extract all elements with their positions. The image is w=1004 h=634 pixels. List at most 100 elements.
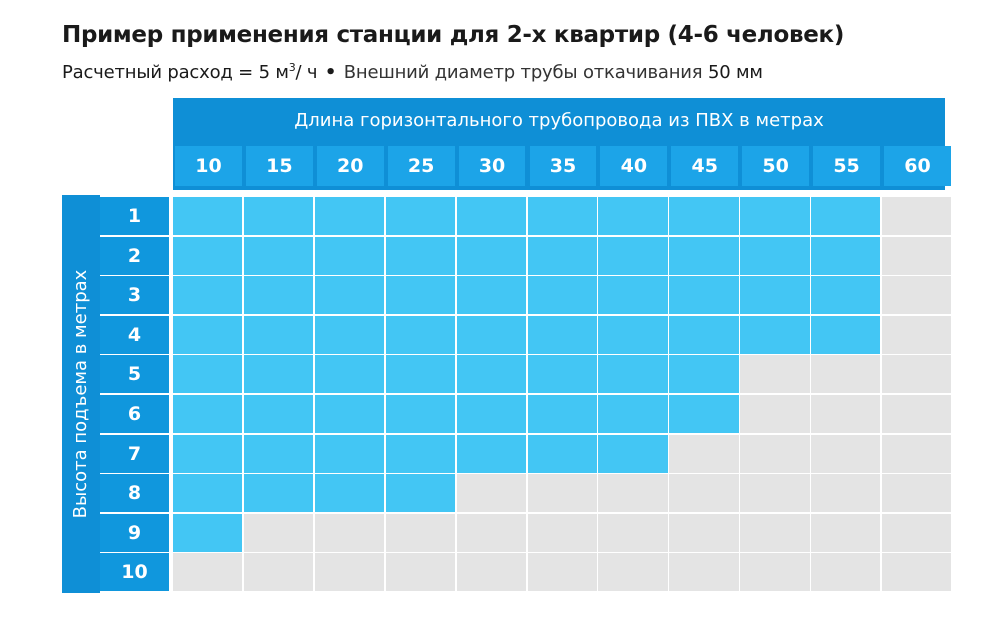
cell-allowed bbox=[314, 276, 385, 315]
cell-allowed bbox=[314, 434, 385, 473]
cell-not-allowed bbox=[527, 553, 597, 592]
flow-label: Расчетный расход = 5 м bbox=[62, 62, 289, 83]
cell-not-allowed bbox=[669, 553, 739, 592]
cell-allowed bbox=[527, 315, 597, 354]
column-label: 25 bbox=[407, 155, 435, 177]
cell-allowed bbox=[173, 434, 243, 473]
column-label: 60 bbox=[904, 155, 931, 177]
cell-allowed bbox=[456, 434, 526, 473]
cell-allowed bbox=[173, 474, 243, 513]
cell-not-allowed bbox=[456, 553, 526, 592]
cell-allowed bbox=[385, 236, 456, 275]
cell-allowed bbox=[243, 276, 314, 315]
cell-not-allowed bbox=[740, 434, 810, 473]
column-label: 15 bbox=[266, 155, 293, 177]
cell-allowed bbox=[811, 197, 881, 236]
cell-allowed bbox=[243, 474, 314, 513]
flow-unit: / ч bbox=[295, 62, 318, 83]
column-header-cell bbox=[742, 146, 810, 186]
cell-allowed bbox=[173, 236, 243, 275]
column-header-cell bbox=[175, 146, 242, 186]
cell-not-allowed bbox=[314, 513, 385, 552]
column-label: 20 bbox=[337, 155, 364, 177]
row-label: 10 bbox=[100, 553, 169, 592]
cell-not-allowed bbox=[385, 513, 456, 552]
cell-allowed bbox=[598, 395, 668, 434]
column-label: 10 bbox=[195, 155, 222, 177]
cell-allowed bbox=[314, 395, 385, 434]
cell-allowed bbox=[527, 276, 597, 315]
row-label: 5 bbox=[100, 355, 169, 394]
cell-not-allowed bbox=[314, 553, 385, 592]
cell-not-allowed bbox=[243, 513, 314, 552]
cell-allowed bbox=[740, 315, 810, 354]
row-label: 6 bbox=[100, 395, 169, 434]
cell-allowed bbox=[669, 315, 739, 354]
cell-allowed bbox=[740, 236, 810, 275]
row-label: 7 bbox=[100, 434, 169, 473]
cell-allowed bbox=[385, 315, 456, 354]
row-label: 8 bbox=[100, 474, 169, 513]
cell-not-allowed bbox=[598, 553, 668, 592]
cell-not-allowed bbox=[669, 513, 739, 552]
diameter-label: Внешний диаметр трубы откачивания bbox=[343, 62, 703, 83]
cell-not-allowed bbox=[811, 474, 881, 513]
cell-allowed bbox=[314, 474, 385, 513]
cell-allowed bbox=[385, 355, 456, 394]
cell-not-allowed bbox=[740, 395, 810, 434]
cell-allowed bbox=[385, 197, 456, 236]
cell-allowed bbox=[740, 197, 810, 236]
column-label: 50 bbox=[762, 155, 789, 177]
cell-not-allowed bbox=[882, 236, 952, 275]
cell-allowed bbox=[243, 395, 314, 434]
column-label: 40 bbox=[620, 155, 648, 177]
cell-allowed bbox=[669, 236, 739, 275]
cell-allowed bbox=[598, 276, 668, 315]
cell-allowed bbox=[314, 197, 385, 236]
cell-allowed bbox=[598, 315, 668, 354]
cell-allowed bbox=[527, 355, 597, 394]
column-header-cell bbox=[600, 146, 668, 186]
cell-allowed bbox=[243, 355, 314, 394]
cell-allowed bbox=[385, 474, 456, 513]
row-label: 3 bbox=[100, 276, 169, 315]
cell-allowed bbox=[598, 236, 668, 275]
cell-allowed bbox=[811, 315, 881, 354]
cell-not-allowed bbox=[456, 474, 526, 513]
x-axis-title: Длина горизонтального трубопровода из ПВ… bbox=[173, 98, 945, 142]
column-label: 30 bbox=[478, 155, 506, 177]
column-label: 35 bbox=[549, 155, 577, 177]
cell-allowed bbox=[243, 197, 314, 236]
cell-not-allowed bbox=[385, 553, 456, 592]
cell-allowed bbox=[811, 236, 881, 275]
cell-not-allowed bbox=[173, 553, 243, 592]
cell-allowed bbox=[314, 355, 385, 394]
row-label: 4 bbox=[100, 315, 169, 354]
cell-allowed bbox=[173, 355, 243, 394]
cell-allowed bbox=[243, 236, 314, 275]
column-header-cell bbox=[387, 146, 455, 186]
cell-allowed bbox=[527, 236, 597, 275]
cell-allowed bbox=[456, 315, 526, 354]
flow-superscript: 3 bbox=[288, 61, 296, 74]
subtitle: Расчетный расход = 5 м3/ ч • Внешний диа… bbox=[62, 61, 763, 83]
row-label: 1 bbox=[100, 197, 169, 236]
cell-not-allowed bbox=[740, 513, 810, 552]
cell-allowed bbox=[669, 276, 739, 315]
cell-not-allowed bbox=[882, 553, 952, 592]
cell-not-allowed bbox=[811, 513, 881, 552]
cell-not-allowed bbox=[740, 474, 810, 513]
cell-not-allowed bbox=[882, 513, 952, 552]
cell-allowed bbox=[669, 355, 739, 394]
cell-not-allowed bbox=[882, 276, 952, 315]
cell-allowed bbox=[527, 197, 597, 236]
column-header-cell bbox=[529, 146, 597, 186]
column-header-row: 10 15 20 25 30 35 40 45 50 55 60 bbox=[173, 142, 951, 190]
cell-allowed bbox=[385, 276, 456, 315]
column-header-cell bbox=[884, 146, 951, 186]
cell-allowed bbox=[811, 276, 881, 315]
cell-not-allowed bbox=[527, 513, 597, 552]
cell-not-allowed bbox=[669, 474, 739, 513]
y-axis-band bbox=[62, 195, 100, 593]
cell-allowed bbox=[173, 315, 243, 354]
